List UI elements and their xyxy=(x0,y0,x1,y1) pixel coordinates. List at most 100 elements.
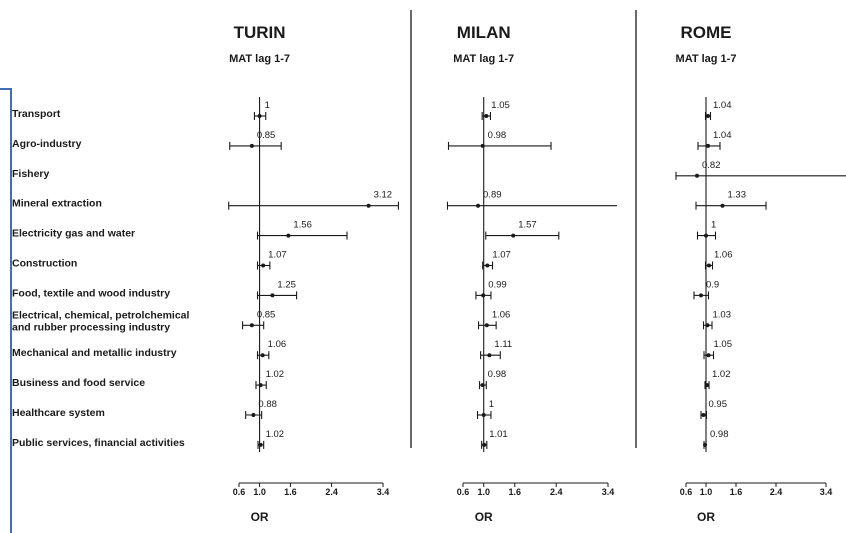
category-label: Electrical, chemical, petrolchemical xyxy=(12,309,190,321)
x-tick-label: 3.4 xyxy=(820,487,833,497)
point-estimate xyxy=(481,413,486,417)
or-label: 1.11 xyxy=(494,339,512,350)
or-label: 1.06 xyxy=(492,309,511,320)
left-edge-frame-tick xyxy=(0,88,12,90)
or-label: 1.02 xyxy=(266,429,285,440)
or-label: 0.88 xyxy=(258,399,277,410)
or-label: 1 xyxy=(489,399,494,410)
point-estimate xyxy=(484,323,489,328)
or-label: 1.33 xyxy=(728,190,747,201)
category-label: Food, textile and wood industry xyxy=(12,287,170,299)
point-estimate xyxy=(260,353,265,358)
point-estimate xyxy=(706,114,710,118)
x-tick-label: 1.6 xyxy=(284,487,297,497)
x-tick-label: 2.4 xyxy=(550,487,563,497)
or-label: 0.98 xyxy=(710,429,729,440)
panel-subtitle: MAT lag 1-7 xyxy=(229,53,290,65)
point-estimate xyxy=(258,383,263,388)
point-estimate xyxy=(366,203,371,208)
or-label: 1.01 xyxy=(489,429,508,440)
or-label: 1 xyxy=(265,100,270,111)
point-estimate xyxy=(511,233,516,238)
x-tick-label: 1.0 xyxy=(477,487,490,497)
x-tick-label: 1.6 xyxy=(730,487,743,497)
or-label: 0.98 xyxy=(488,369,507,380)
x-axis-title: OR xyxy=(251,510,269,524)
panel-title: MILAN xyxy=(457,23,511,42)
point-estimate xyxy=(706,143,710,148)
category-label: and rubber processing industry xyxy=(12,321,170,333)
x-tick-label: 2.4 xyxy=(325,487,338,497)
point-estimate xyxy=(720,203,725,208)
x-tick-label: 0.6 xyxy=(457,487,470,497)
category-label: Business and food service xyxy=(12,377,145,389)
x-axis-title: OR xyxy=(697,510,715,524)
point-estimate xyxy=(707,263,711,268)
panel-subtitle: MAT lag 1-7 xyxy=(676,53,737,65)
panel-subtitle: MAT lag 1-7 xyxy=(453,53,514,65)
or-label: 0.9 xyxy=(706,279,719,290)
left-edge-frame xyxy=(10,88,12,533)
point-estimate xyxy=(286,233,291,238)
x-tick-label: 1.0 xyxy=(700,487,713,497)
or-label: 1.56 xyxy=(293,220,312,231)
or-label: 1.06 xyxy=(714,250,733,261)
or-label: 3.12 xyxy=(374,190,393,201)
x-tick-label: 2.4 xyxy=(770,487,783,497)
point-estimate xyxy=(480,383,485,388)
or-label: 1.02 xyxy=(712,369,731,380)
x-tick-label: 0.6 xyxy=(680,487,693,497)
point-estimate xyxy=(482,442,487,447)
or-label: 1.57 xyxy=(518,220,537,231)
point-estimate xyxy=(480,143,485,148)
or-label: 1.25 xyxy=(277,279,296,290)
point-estimate xyxy=(249,143,254,148)
point-estimate xyxy=(251,413,256,417)
point-estimate xyxy=(261,263,266,268)
x-tick-label: 3.4 xyxy=(377,487,390,497)
point-estimate xyxy=(485,263,490,268)
point-estimate xyxy=(699,293,703,298)
or-label: 0.85 xyxy=(257,309,276,320)
or-label: 0.89 xyxy=(483,190,502,201)
category-label: Fishery xyxy=(12,168,50,180)
or-label: 0.99 xyxy=(488,279,507,290)
or-label: 1.07 xyxy=(492,250,511,261)
category-label: Agro-industry xyxy=(12,138,82,150)
category-label: Mechanical and metallic industry xyxy=(12,347,177,359)
point-estimate xyxy=(704,233,708,238)
point-estimate xyxy=(249,323,254,328)
or-label: 1 xyxy=(711,220,716,231)
category-label: Electricity gas and water xyxy=(12,228,135,240)
point-estimate xyxy=(481,293,486,298)
or-label: 1.05 xyxy=(714,339,733,350)
panel-title: TURIN xyxy=(234,23,286,42)
point-estimate xyxy=(476,203,481,208)
x-axis-title: OR xyxy=(475,510,493,524)
category-label: Construction xyxy=(12,258,77,270)
or-label: 1.03 xyxy=(713,309,732,320)
category-label: Transport xyxy=(12,108,61,120)
or-label: 0.98 xyxy=(488,130,507,141)
category-label: Mineral extraction xyxy=(12,198,102,210)
point-estimate xyxy=(706,353,711,358)
panel-title: ROME xyxy=(681,23,732,42)
or-label: 0.95 xyxy=(709,399,728,410)
category-label: Healthcare system xyxy=(12,407,105,419)
x-tick-label: 0.6 xyxy=(233,487,246,497)
or-label: 0.85 xyxy=(257,130,276,141)
or-label: 1.07 xyxy=(268,250,287,261)
or-label: 1.06 xyxy=(268,339,287,350)
x-tick-label: 1.6 xyxy=(509,487,522,497)
point-estimate xyxy=(484,114,489,118)
or-label: 1.02 xyxy=(266,369,285,380)
point-estimate xyxy=(270,293,275,298)
point-estimate xyxy=(705,323,710,328)
point-estimate xyxy=(695,173,699,178)
or-label: 1.05 xyxy=(491,100,510,111)
or-label: 1.04 xyxy=(713,100,732,111)
point-estimate xyxy=(257,114,262,118)
x-tick-label: 3.4 xyxy=(602,487,615,497)
point-estimate xyxy=(703,442,707,447)
